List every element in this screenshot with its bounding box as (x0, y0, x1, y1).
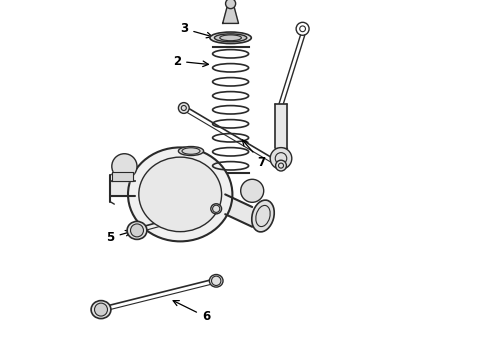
Text: 3: 3 (180, 22, 212, 38)
Circle shape (95, 303, 107, 316)
Circle shape (270, 148, 292, 169)
Ellipse shape (211, 204, 221, 214)
Ellipse shape (128, 148, 232, 241)
Ellipse shape (139, 157, 221, 232)
Ellipse shape (91, 301, 111, 319)
Ellipse shape (209, 275, 223, 287)
Polygon shape (225, 194, 252, 227)
Circle shape (178, 103, 189, 113)
Ellipse shape (127, 221, 147, 239)
Circle shape (130, 224, 144, 237)
Circle shape (241, 179, 264, 202)
Circle shape (225, 0, 236, 9)
Text: 4: 4 (0, 359, 1, 360)
Text: 2: 2 (173, 55, 208, 68)
Ellipse shape (215, 34, 247, 42)
Text: 7: 7 (243, 140, 266, 168)
Ellipse shape (210, 32, 251, 44)
Polygon shape (222, 7, 239, 23)
Polygon shape (110, 181, 135, 196)
Ellipse shape (178, 147, 204, 156)
Text: 5: 5 (106, 230, 131, 244)
Text: 6: 6 (173, 301, 210, 323)
Polygon shape (274, 104, 288, 148)
Ellipse shape (252, 200, 274, 232)
Circle shape (275, 160, 286, 171)
Polygon shape (112, 172, 133, 181)
Circle shape (112, 154, 137, 179)
